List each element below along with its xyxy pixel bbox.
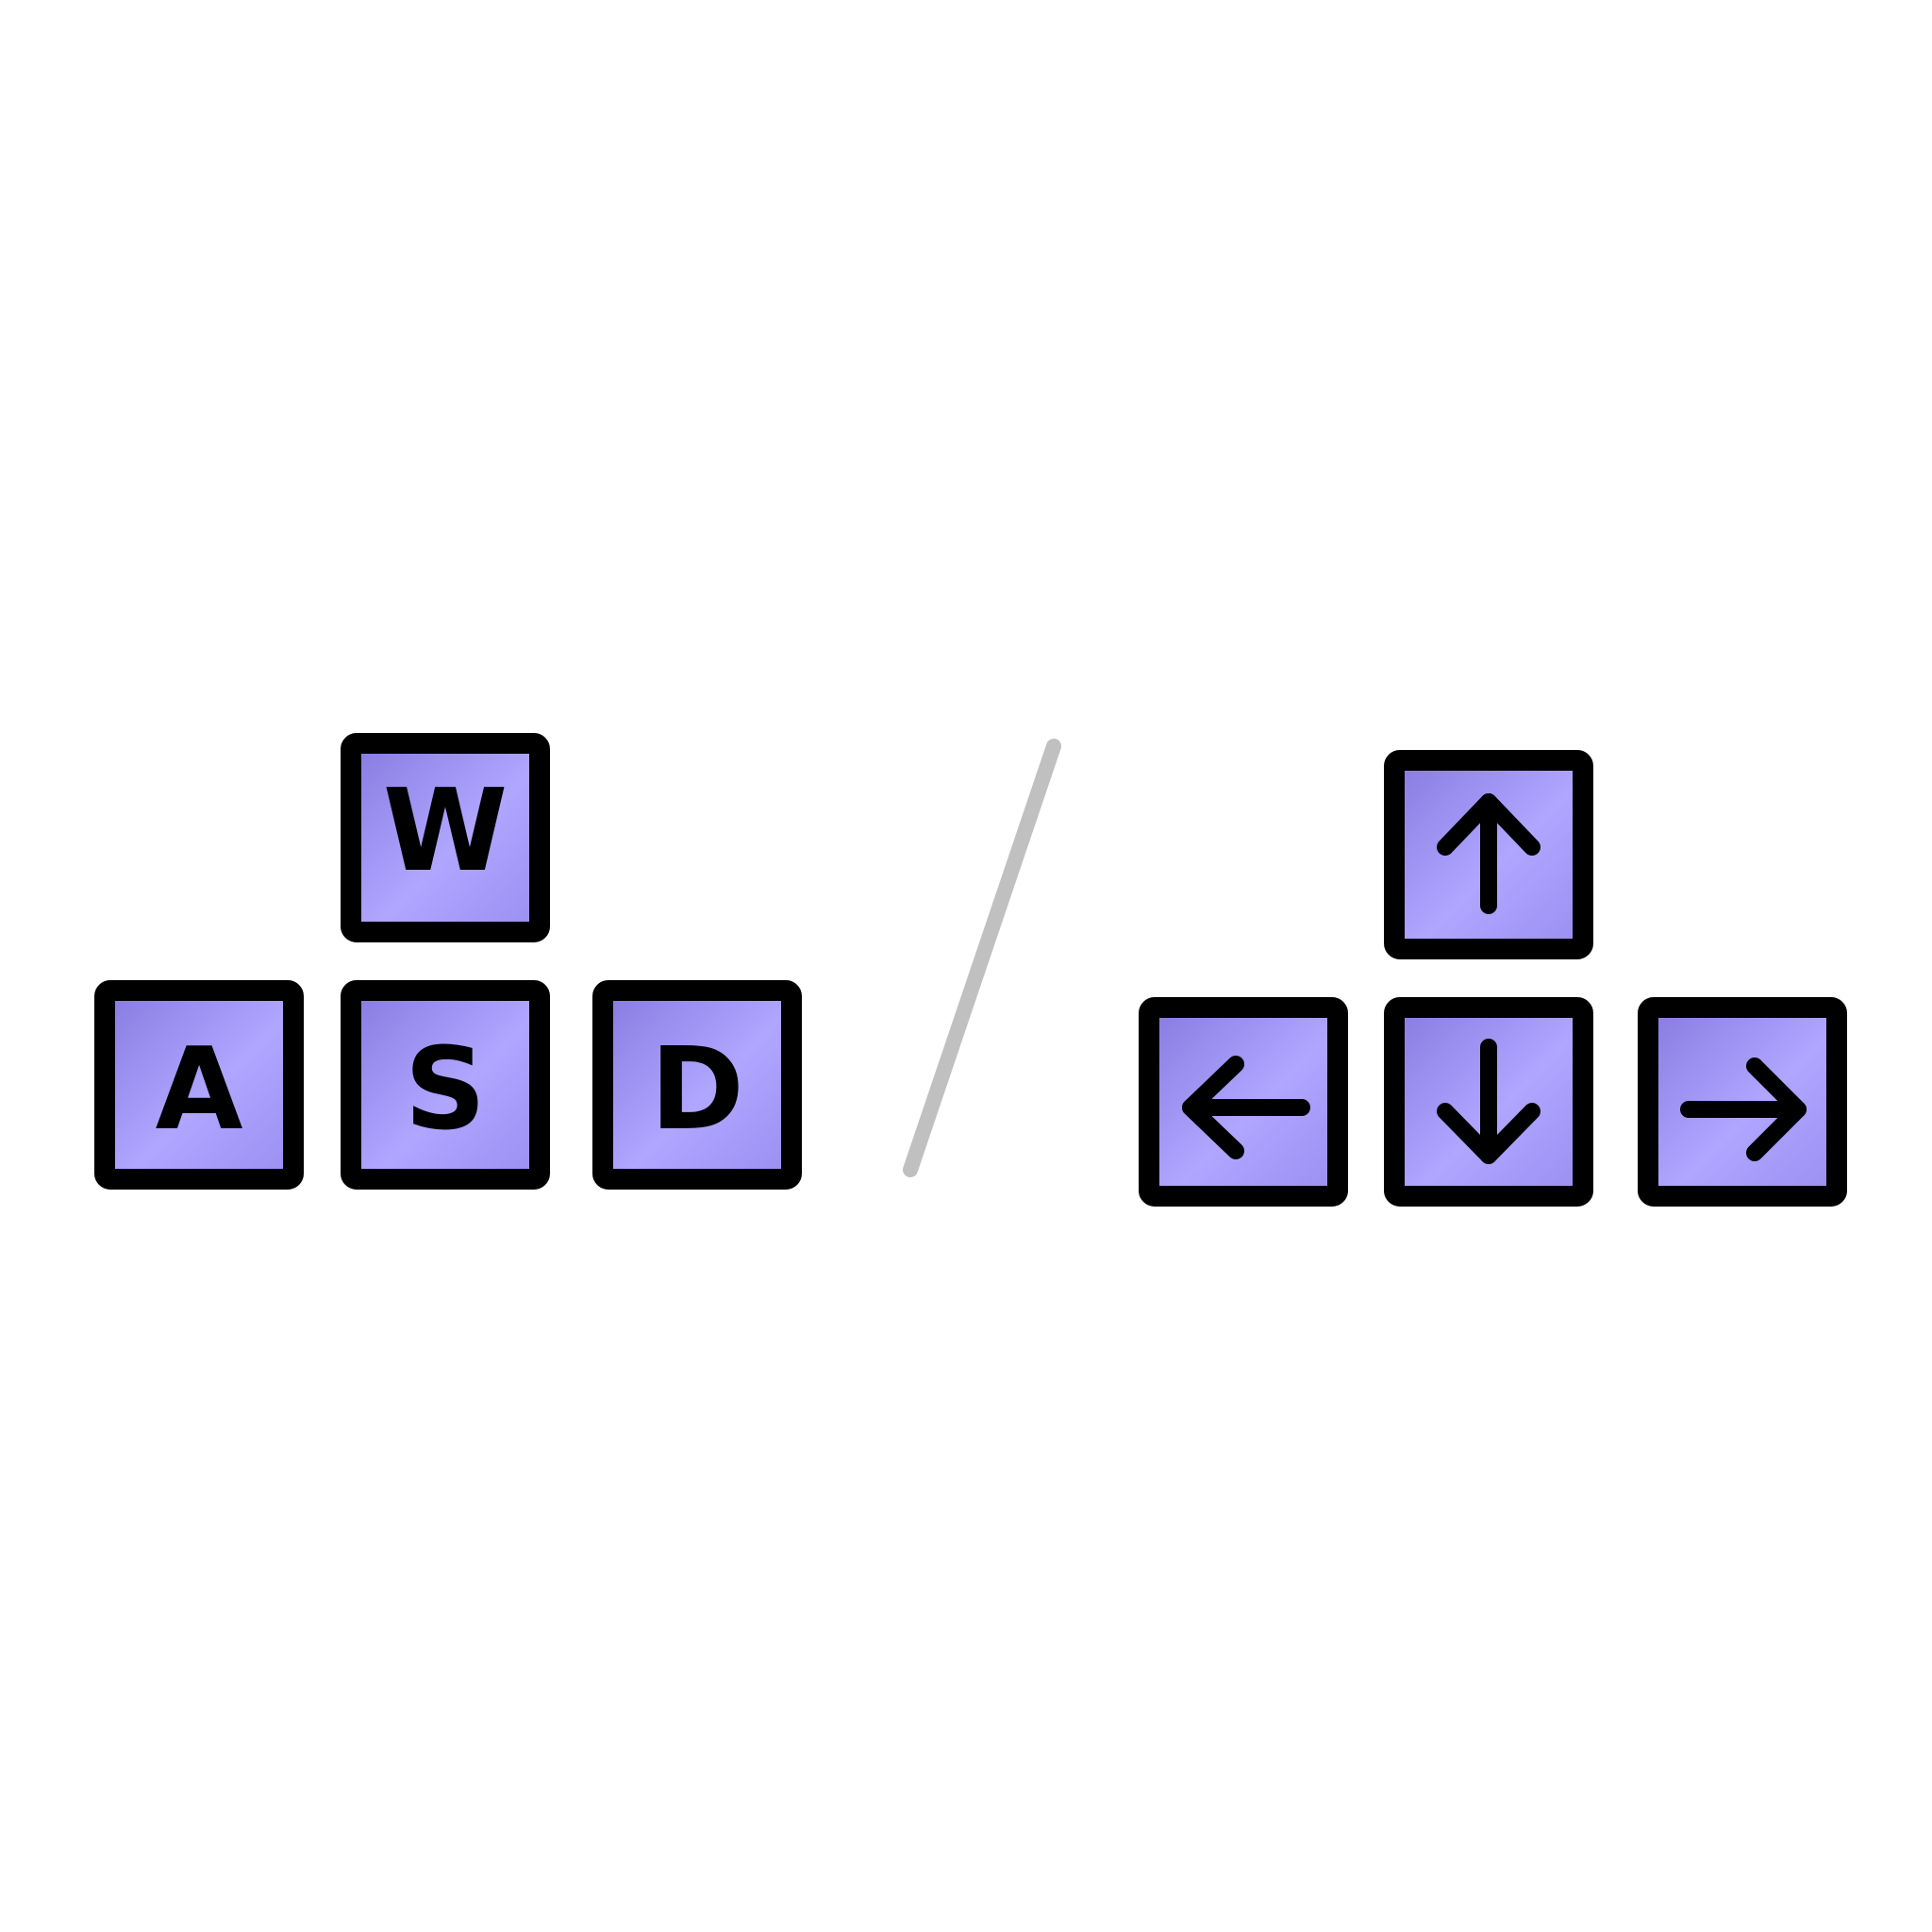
key-s-label: S [405, 1024, 486, 1156]
key-w-label: W [383, 766, 508, 897]
key-down[interactable] [1384, 997, 1593, 1207]
key-right[interactable] [1638, 997, 1847, 1207]
key-a-label: A [156, 1024, 243, 1156]
key-a[interactable]: A [94, 980, 304, 1190]
wasd-cluster: W A S D [94, 733, 802, 1190]
right-arrow-icon [1680, 1058, 1807, 1161]
arrow-cluster [1139, 750, 1847, 1207]
separator-slash [903, 739, 1061, 1177]
key-s[interactable]: S [341, 980, 550, 1190]
key-d[interactable]: D [592, 980, 802, 1190]
down-arrow-icon [1437, 1039, 1541, 1164]
key-left[interactable] [1139, 997, 1348, 1207]
key-up[interactable] [1384, 750, 1593, 959]
left-arrow-icon [1182, 1056, 1310, 1159]
key-w[interactable]: W [341, 733, 550, 942]
up-arrow-icon [1437, 793, 1541, 914]
key-d-label: D [650, 1024, 744, 1156]
